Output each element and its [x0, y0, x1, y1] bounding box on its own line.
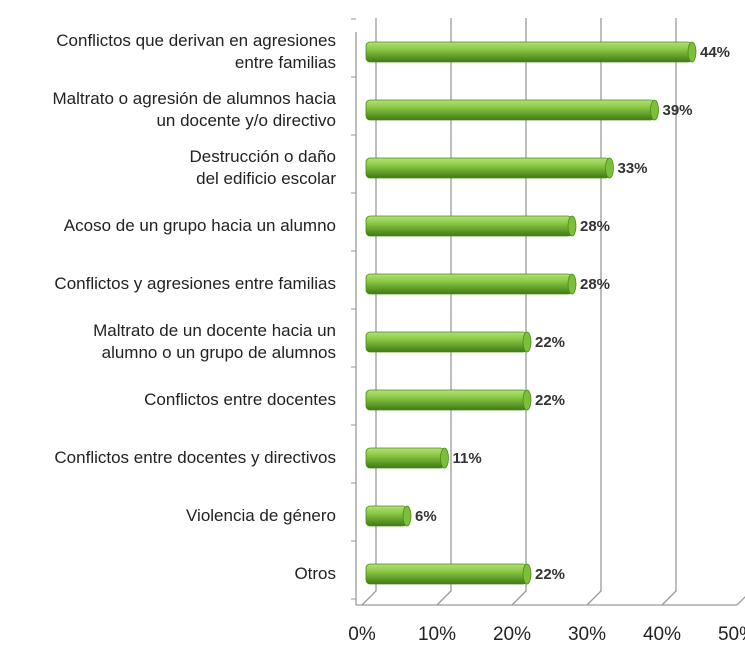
bar-cap — [567, 215, 577, 237]
bar — [365, 215, 573, 237]
bar-cap — [522, 563, 532, 585]
y-tick-label: Otros — [294, 564, 336, 583]
grid-line — [511, 18, 527, 606]
bar — [365, 447, 445, 469]
bar — [365, 273, 573, 295]
bar — [365, 563, 528, 585]
bar-cap — [687, 41, 697, 63]
y-tick-label: Maltrato de un docente hacia un alumno o… — [93, 321, 336, 362]
x-tick-label: 50% — [718, 624, 745, 645]
y-tick-label: Violencia de género — [186, 506, 336, 525]
bar — [365, 505, 408, 527]
x-tick-label: 20% — [493, 624, 531, 645]
data-label: 22% — [535, 566, 565, 583]
bar-cap — [440, 447, 449, 469]
grid-line — [736, 596, 745, 606]
data-label: 28% — [580, 218, 610, 235]
x-tick-label: 10% — [418, 624, 456, 645]
data-label: 39% — [663, 102, 693, 119]
y-tick-label: Conflictos entre docentes y directivos — [54, 448, 336, 467]
bar-cap — [605, 157, 614, 179]
x-tick-label: 40% — [643, 624, 681, 645]
grid-line — [586, 18, 602, 606]
bar-cap — [522, 331, 532, 353]
bar — [365, 331, 528, 353]
y-tick-label: Conflictos entre docentes — [144, 390, 336, 409]
data-label: 33% — [618, 160, 648, 177]
data-label: 11% — [453, 450, 482, 467]
bar — [365, 389, 528, 411]
bar-cap — [567, 273, 577, 295]
y-tick-label: Conflictos que derivan en agresiones ent… — [56, 31, 336, 72]
x-tick-label: 30% — [568, 624, 606, 645]
bar — [365, 157, 610, 179]
data-label: 44% — [700, 44, 730, 61]
y-tick-label: Acoso de un grupo hacia un alumno — [63, 216, 336, 235]
bar-cap — [522, 389, 532, 411]
grid-line — [436, 18, 452, 606]
bar — [365, 41, 693, 63]
data-label: 22% — [535, 392, 565, 409]
y-tick-label: Conflictos y agresiones entre familias — [54, 274, 336, 293]
data-label: 6% — [415, 508, 437, 525]
y-tick-label: Maltrato o agresión de alumnos hacia un … — [52, 89, 337, 130]
data-label: 28% — [580, 276, 610, 293]
grid-line — [361, 18, 377, 606]
bar — [365, 99, 655, 121]
y-tick-label: Destrucción o daño del edificio escolar — [189, 147, 336, 188]
bar-cap — [402, 505, 412, 527]
grid-line — [661, 18, 677, 606]
bar-cap — [650, 99, 659, 121]
x-tick-label: 0% — [348, 624, 376, 645]
data-label: 22% — [535, 334, 565, 351]
